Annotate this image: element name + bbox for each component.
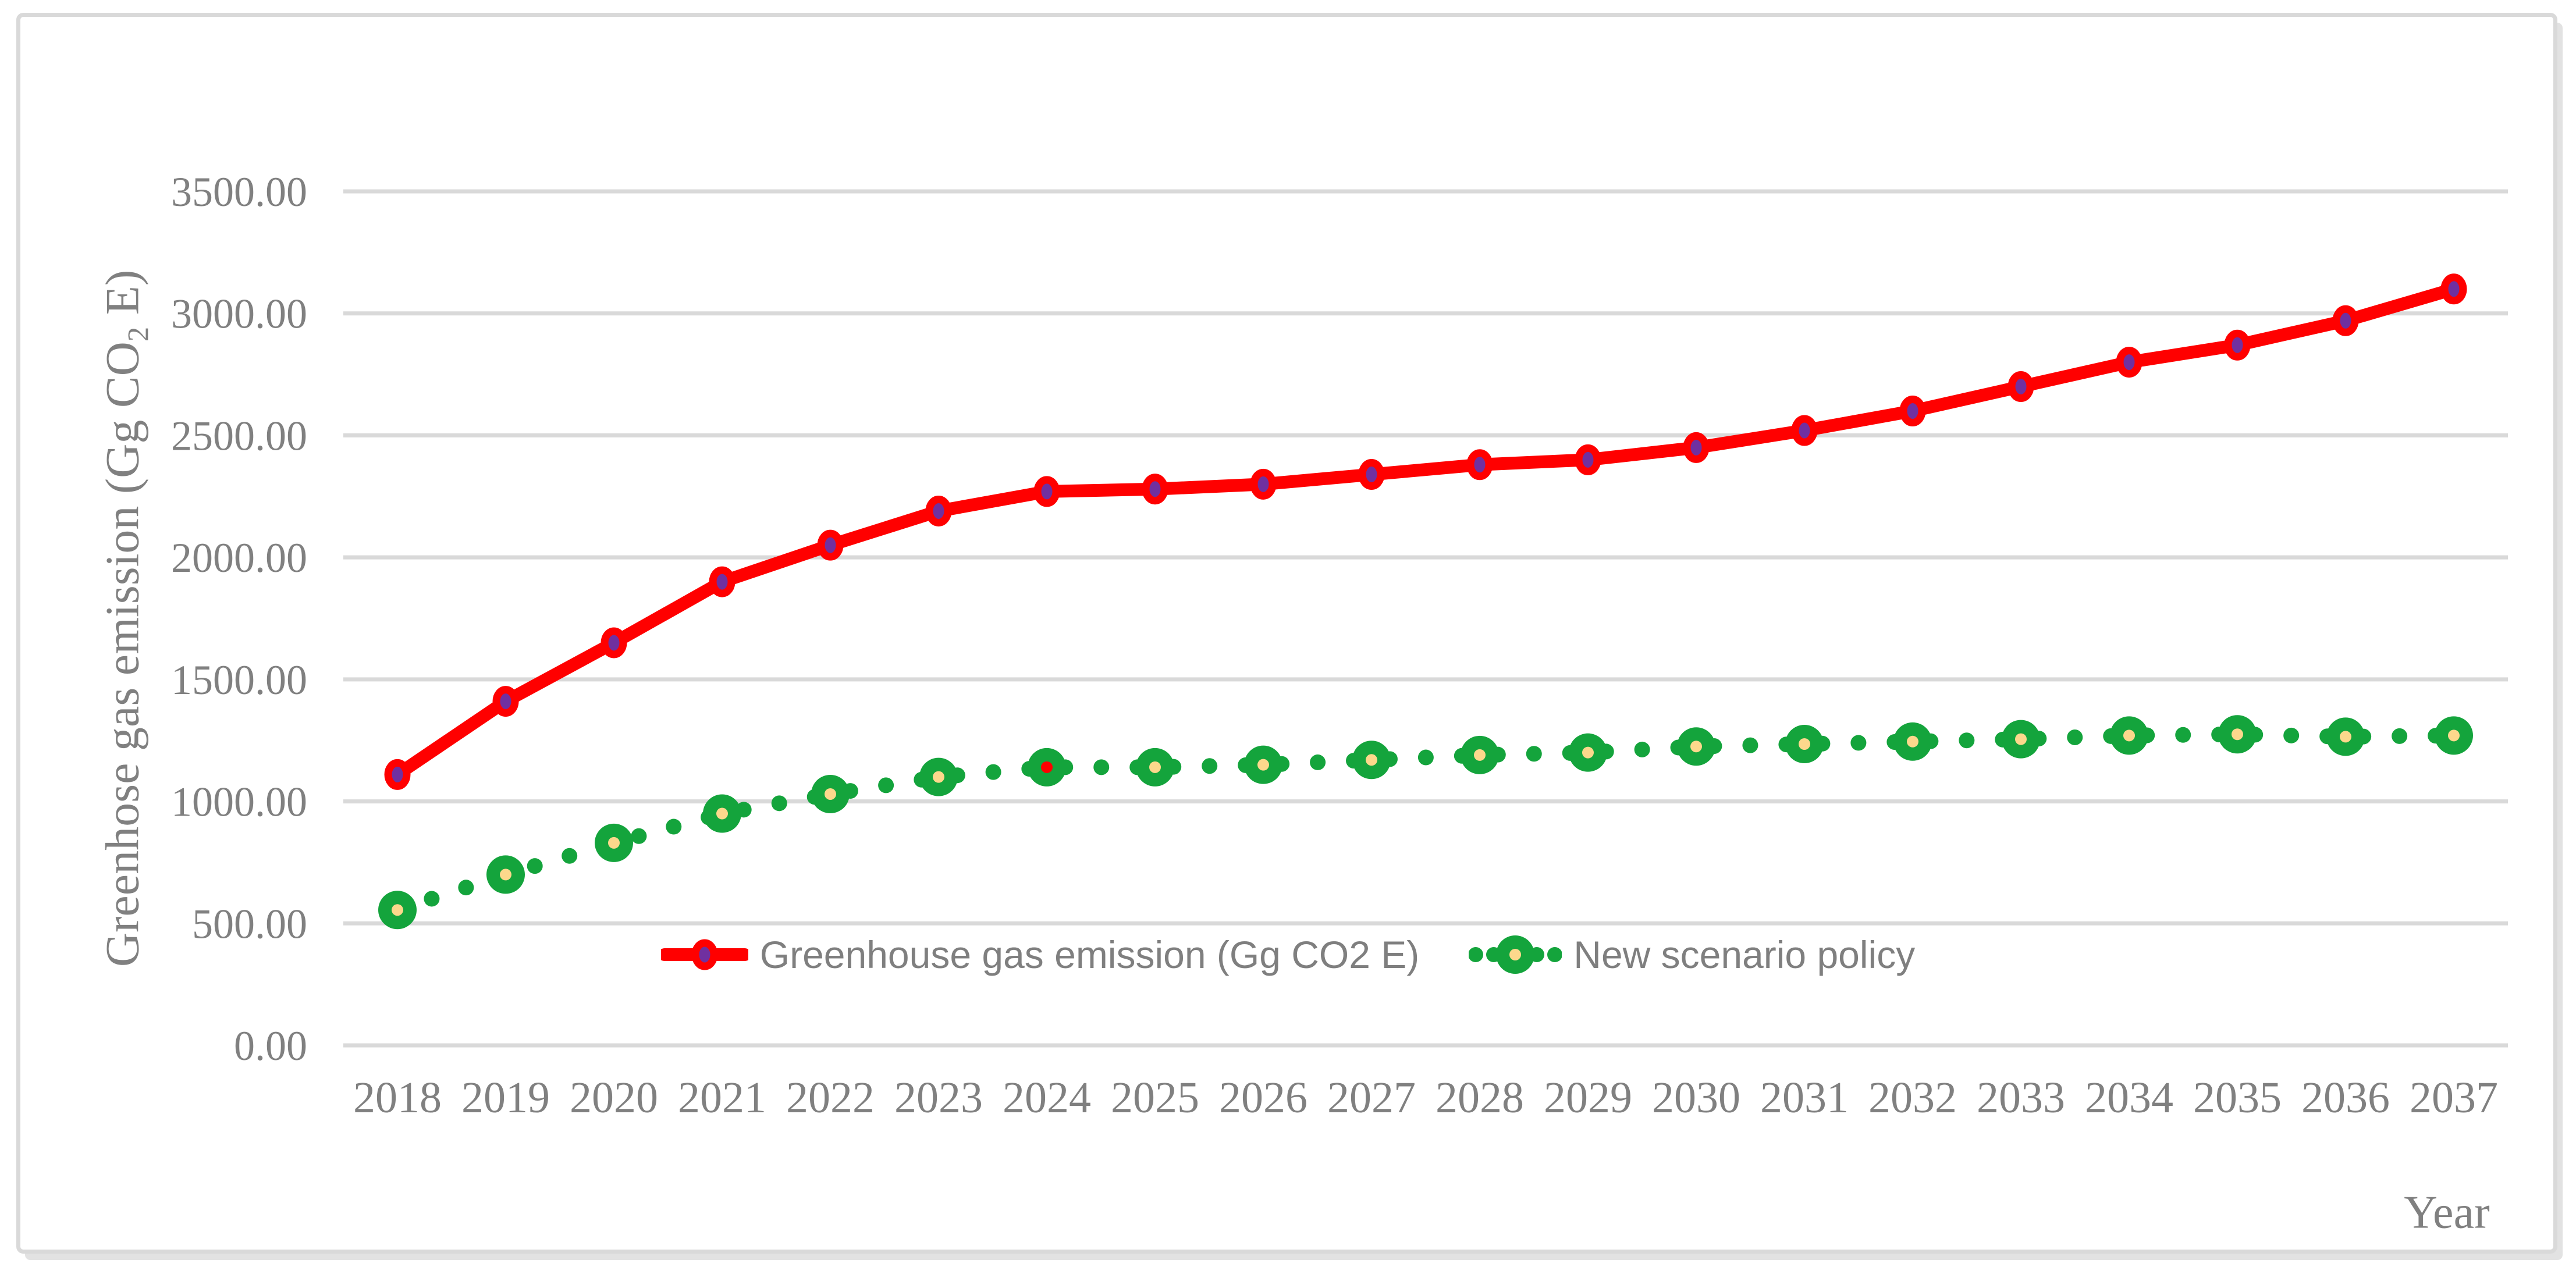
- green-marker-center: [1799, 738, 1810, 750]
- red-series-marker: [2224, 329, 2251, 361]
- red-series-marker: [1466, 449, 1493, 481]
- red-series-marker: [384, 759, 411, 790]
- red-series-marker: [1899, 395, 1926, 426]
- x-tick-label: 2032: [1868, 1073, 1957, 1122]
- red-series-marker: [2332, 305, 2359, 336]
- red-series-marker: [1250, 468, 1277, 500]
- green-marker-center: [2123, 729, 2135, 742]
- red-series-marker: [601, 627, 627, 659]
- green-marker-center: [2340, 731, 2351, 743]
- red-solid-line: [391, 282, 2460, 781]
- x-tick-label: 2033: [1977, 1073, 2065, 1122]
- x-tick-label: 2031: [1760, 1073, 1849, 1122]
- red-series-marker: [2440, 273, 2467, 305]
- green-marker-center: [2448, 729, 2460, 742]
- green-marker-center: [1907, 735, 1918, 748]
- red-series-marker: [1142, 474, 1168, 505]
- x-tick-label: 2028: [1436, 1073, 1524, 1122]
- legend-item-new-scenario: New scenario policy: [1469, 930, 1915, 979]
- x-tick-label: 2024: [1003, 1073, 1091, 1122]
- x-tick-label: 2025: [1111, 1073, 1199, 1122]
- x-tick-label: 2029: [1544, 1073, 1632, 1122]
- green-marker-center: [1149, 761, 1161, 773]
- legend-green-dotted-marker-icon: [1469, 935, 1562, 974]
- red-series-marker: [1575, 444, 1601, 475]
- y-tick-label: 2000.00: [171, 535, 307, 581]
- y-tick-label: 2500.00: [171, 412, 307, 459]
- x-tick-label: 2019: [461, 1073, 550, 1122]
- red-series-marker: [2116, 347, 2142, 378]
- y-axis-title-subscript: 2: [122, 326, 155, 342]
- red-series-marker: [492, 686, 519, 717]
- green-marker-center: [825, 788, 836, 800]
- green-marker-center: [608, 837, 620, 849]
- x-tick-label: 2027: [1327, 1073, 1416, 1122]
- legend-item-greenhouse: Greenhouse gas emission (Gg CO2 E): [660, 930, 1420, 979]
- x-tick-label: 2037: [2410, 1073, 2498, 1122]
- green-marker-center: [1582, 746, 1594, 759]
- y-axis-title: Greenhose gas emission (Gg CO2 E): [95, 270, 155, 967]
- red-series-marker: [2007, 371, 2034, 403]
- y-tick-label: 3000.00: [171, 291, 307, 337]
- x-tick-label: 2021: [678, 1073, 766, 1122]
- y-axis-title-text: Greenhose gas emission (Gg CO: [95, 341, 149, 967]
- x-tick-label: 2035: [2193, 1073, 2282, 1122]
- y-tick-label: 1000.00: [171, 779, 307, 825]
- red-series-marker: [709, 566, 736, 597]
- green-marker-center: [2232, 728, 2243, 741]
- red-series-marker: [1683, 432, 1710, 463]
- y-tick-label: 1500.00: [171, 657, 307, 703]
- red-series-marker: [1791, 415, 1818, 446]
- red-series-marker: [817, 529, 844, 561]
- green-marker-center: [2015, 733, 2027, 745]
- red-series-marker: [1358, 459, 1385, 490]
- y-tick-label: 3500.00: [171, 169, 307, 215]
- green-marker-center: [1257, 759, 1269, 771]
- x-tick-label: 2026: [1219, 1073, 1307, 1122]
- red-series-marker: [1033, 476, 1060, 507]
- x-tick-label: 2034: [2085, 1073, 2173, 1122]
- green-marker-center: [1690, 741, 1702, 753]
- green-marker-center: [716, 807, 728, 820]
- green-marker-center: [1474, 749, 1486, 761]
- x-tick-label: 2036: [2301, 1073, 2390, 1122]
- y-axis-title-suffix: E): [95, 269, 149, 327]
- y-tick-label: 500.00: [192, 901, 307, 947]
- legend-red-line-marker-icon: [660, 939, 748, 970]
- green-marker-center: [933, 771, 944, 783]
- x-tick-label: 2020: [570, 1073, 658, 1122]
- green-marker-center: [500, 869, 511, 881]
- red-series-marker: [925, 495, 952, 526]
- legend-label-greenhouse: Greenhouse gas emission (Gg CO2 E): [759, 933, 1420, 976]
- green-marker-center: [1041, 761, 1053, 773]
- x-axis-title: Year: [2404, 1187, 2490, 1239]
- x-tick-label: 2022: [786, 1073, 875, 1122]
- legend: Greenhouse gas emission (Gg CO2 E) New s…: [0, 928, 2576, 981]
- y-tick-label: 0.00: [234, 1023, 307, 1069]
- legend-label-new-scenario: New scenario policy: [1573, 933, 1916, 976]
- green-marker-center: [1366, 754, 1377, 766]
- x-tick-label: 2023: [894, 1073, 983, 1122]
- x-tick-label: 2018: [353, 1073, 442, 1122]
- x-tick-label: 2030: [1652, 1073, 1740, 1122]
- green-marker-center: [392, 904, 403, 916]
